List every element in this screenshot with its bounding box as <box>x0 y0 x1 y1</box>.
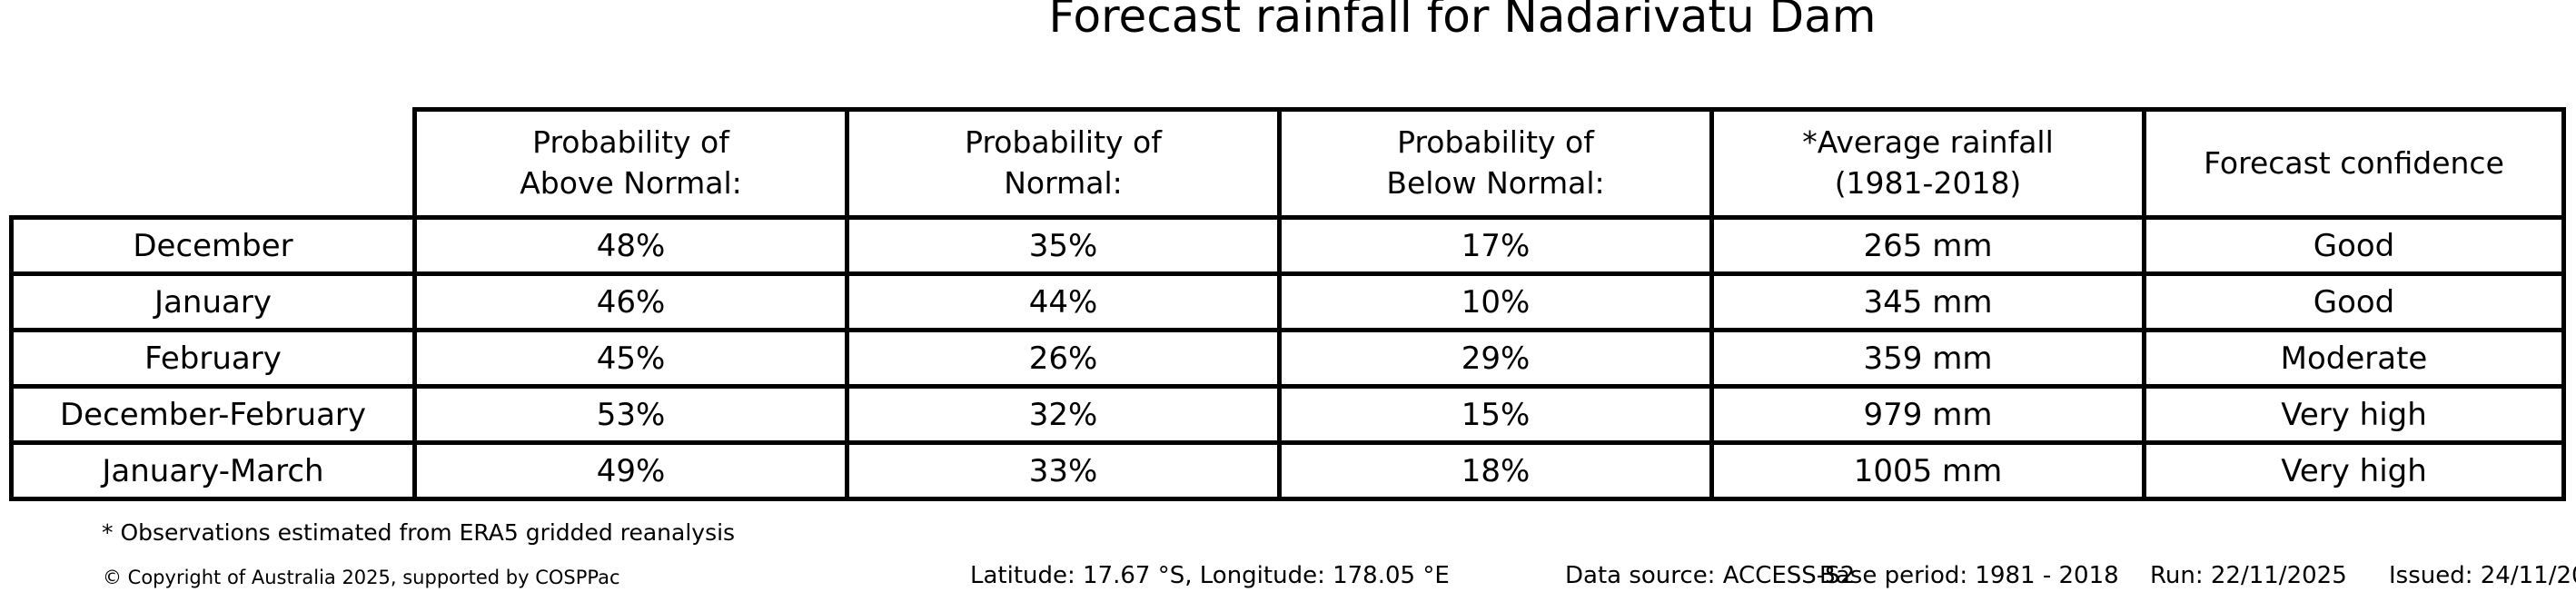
table-row-february: February 45% 26% 29% 359 mm Moderate <box>9 328 2566 389</box>
cell-avg-rainfall: 265 mm <box>1709 215 2146 276</box>
table-row-december-february: December-February 53% 32% 15% 979 mm Ver… <box>9 384 2566 445</box>
column-header-prob-above: Probability of Above Normal: <box>412 107 849 220</box>
cell-avg-rainfall: 345 mm <box>1709 271 2146 332</box>
column-header-avg-rainfall: *Average rainfall (1981-2018) <box>1709 107 2146 220</box>
cell-confidence: Very high <box>2142 384 2566 445</box>
footnote-era5: * Observations estimated from ERA5 gridd… <box>102 519 736 546</box>
row-label: January <box>9 271 417 332</box>
figure-title: Forecast rainfall for Nadarivatu Dam <box>1048 0 1877 43</box>
cell-prob-above: 53% <box>412 384 849 445</box>
cell-prob-above: 46% <box>412 271 849 332</box>
row-label: December-February <box>9 384 417 445</box>
cell-prob-above: 48% <box>412 215 849 276</box>
column-header-prob-below: Probability of Below Normal: <box>1277 107 1714 220</box>
issued-date-text: Issued: 24/11/2025 <box>2389 562 2576 589</box>
table-row-december: December 48% 35% 17% 265 mm Good <box>9 215 2566 276</box>
cell-prob-normal: 35% <box>845 215 1282 276</box>
row-label: February <box>9 328 417 389</box>
copyright-text: © Copyright of Australia 2025, supported… <box>103 567 620 588</box>
row-label: December <box>9 215 417 276</box>
cell-prob-above: 45% <box>412 328 849 389</box>
cell-prob-normal: 32% <box>845 384 1282 445</box>
cell-prob-below: 10% <box>1277 271 1714 332</box>
cell-prob-normal: 33% <box>845 440 1282 501</box>
cell-confidence: Moderate <box>2142 328 2566 389</box>
column-header-prob-normal: Probability of Normal: <box>845 107 1282 220</box>
header-row: Probability of Above Normal: Probability… <box>12 107 2566 220</box>
base-period-text: Base period: 1981 - 2018 <box>1819 562 2119 589</box>
lat-lon-text: Latitude: 17.67 °S, Longitude: 178.05 °E <box>970 562 1450 589</box>
cell-prob-below: 18% <box>1277 440 1714 501</box>
cell-prob-normal: 44% <box>845 271 1282 332</box>
cell-avg-rainfall: 359 mm <box>1709 328 2146 389</box>
table-row-january: January 46% 44% 10% 345 mm Good <box>9 271 2566 332</box>
corner-cell-empty <box>12 110 415 218</box>
cell-confidence: Very high <box>2142 440 2566 501</box>
cell-confidence: Good <box>2142 215 2566 276</box>
table-row-january-march: January-March 49% 33% 18% 1005 mm Very h… <box>9 440 2566 501</box>
row-label: January-March <box>9 440 417 501</box>
cell-confidence: Good <box>2142 271 2566 332</box>
cell-prob-above: 49% <box>412 440 849 501</box>
cell-prob-normal: 26% <box>845 328 1282 389</box>
run-date-text: Run: 22/11/2025 <box>2150 562 2347 589</box>
column-header-forecast-confidence: Forecast confidence <box>2142 107 2566 220</box>
cell-avg-rainfall: 1005 mm <box>1709 440 2146 501</box>
cell-prob-below: 15% <box>1277 384 1714 445</box>
data-source-text: Data source: ACCESS-S2 <box>1565 562 1856 589</box>
forecast-table: Probability of Above Normal: Probability… <box>9 107 2566 501</box>
cell-prob-below: 17% <box>1277 215 1714 276</box>
cell-prob-below: 29% <box>1277 328 1714 389</box>
cell-avg-rainfall: 979 mm <box>1709 384 2146 445</box>
